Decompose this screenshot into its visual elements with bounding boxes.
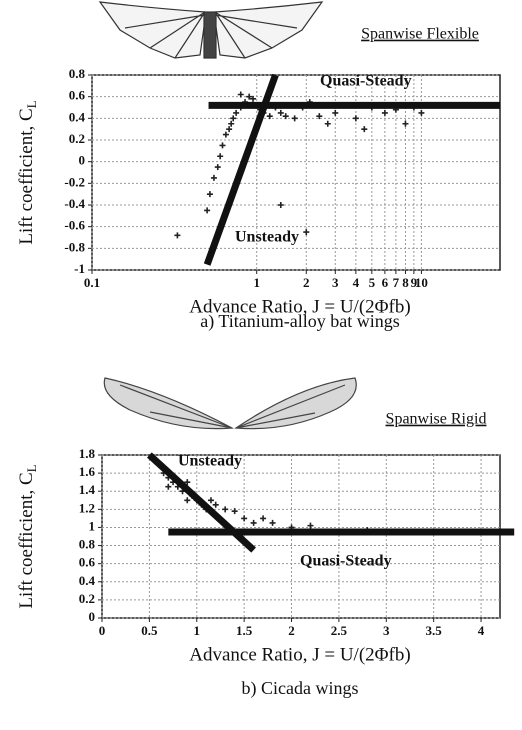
y-tick-label: 0.2 — [79, 591, 95, 606]
data-point — [251, 520, 257, 526]
x-tick-label: 0.5 — [141, 623, 158, 638]
data-point — [223, 132, 229, 138]
data-point — [207, 191, 213, 197]
x-tick-label: 7 — [393, 275, 400, 290]
data-point — [332, 110, 338, 116]
x-tick-label: 6 — [382, 275, 389, 290]
data-point — [211, 175, 217, 181]
data-point — [307, 523, 313, 529]
data-point — [283, 113, 289, 119]
bat-wing-drawing — [100, 2, 322, 58]
y-tick-label: 1 — [89, 518, 96, 533]
data-point — [241, 515, 247, 521]
data-point — [267, 113, 273, 119]
data-point — [215, 164, 221, 170]
x-tick-label: 2 — [288, 623, 295, 638]
y-axis-label: Lift coefficient, CL — [16, 100, 39, 244]
plot-area — [102, 455, 500, 618]
x-tick-label: 3 — [332, 275, 339, 290]
y-tick-label: 0.4 — [69, 109, 86, 124]
x-tick-label: 4 — [353, 275, 360, 290]
data-point — [303, 229, 309, 235]
x-tick-label: 2.5 — [331, 623, 348, 638]
x-tick-label: 4 — [478, 623, 485, 638]
y-tick-label: 0 — [79, 153, 86, 168]
line-annotation: Unsteady — [235, 229, 299, 246]
data-point — [165, 484, 171, 490]
page: {"chart_data": [ {"type": "scatter", "pa… — [0, 0, 522, 730]
y-tick-label: 1.4 — [79, 482, 96, 497]
data-point — [232, 508, 238, 514]
y-tick-label: 0.6 — [69, 88, 86, 103]
data-point — [220, 142, 226, 148]
data-point — [184, 497, 190, 503]
y-tick-label: -0.8 — [64, 239, 85, 254]
data-point — [278, 202, 284, 208]
caption: b) Cicada wings — [242, 678, 359, 699]
y-tick-label: 0.8 — [69, 66, 86, 81]
y-tick-label: 1.8 — [79, 446, 96, 461]
x-tick-label: 5 — [369, 275, 376, 290]
y-tick-label: -0.4 — [64, 196, 85, 211]
y-tick-label: 0 — [89, 609, 96, 624]
y-tick-label: -0.6 — [64, 218, 85, 233]
x-tick-label: 2 — [303, 275, 310, 290]
data-point — [230, 115, 236, 121]
data-point — [260, 515, 266, 521]
data-point — [213, 502, 219, 508]
x-tick-label: 10 — [415, 275, 428, 290]
y-axis-label: Lift coefficient, CL — [16, 464, 39, 608]
y-tick-label: -1 — [74, 261, 85, 276]
data-point — [208, 497, 214, 503]
data-point — [325, 121, 331, 127]
data-point — [204, 207, 210, 213]
y-tick-label: 0.8 — [79, 537, 96, 552]
data-point — [278, 110, 284, 116]
y-tick-label: 0.2 — [69, 131, 85, 146]
x-tick-label: 3.5 — [426, 623, 443, 638]
y-tick-label: -0.2 — [64, 174, 85, 189]
data-point — [228, 121, 234, 127]
x-tick-label: 1 — [253, 275, 260, 290]
y-tick-label: 1.2 — [79, 500, 95, 515]
y-axis-label-subscript: L — [24, 464, 39, 472]
caption: a) Titanium-alloy bat wings — [200, 311, 400, 332]
x-tick-label: 0 — [99, 623, 106, 638]
data-point — [353, 115, 359, 121]
data-point — [222, 506, 228, 512]
data-point — [270, 520, 276, 526]
data-point — [226, 126, 232, 132]
panel-label: Spanwise Flexible — [361, 26, 479, 43]
panel-label: Spanwise Rigid — [386, 411, 487, 428]
x-tick-label: 1.5 — [236, 623, 253, 638]
data-point — [382, 110, 388, 116]
x-tick-label: 8 — [402, 275, 409, 290]
x-tick-label: 0.1 — [84, 275, 100, 290]
line-annotation: Quasi-Steady — [300, 553, 392, 570]
y-tick-label: 1.6 — [79, 464, 96, 479]
data-point — [418, 110, 424, 116]
data-point — [217, 153, 223, 159]
y-axis-label-text: Lift coefficient, C — [16, 108, 37, 244]
figure: -1-0.8-0.6-0.4-0.200.20.40.60.80.1123456… — [0, 0, 522, 730]
data-point — [233, 110, 239, 116]
data-point — [292, 115, 298, 121]
y-tick-label: 0.4 — [79, 573, 96, 588]
x-tick-label: 1 — [194, 623, 201, 638]
y-tick-label: 0.6 — [79, 555, 96, 570]
line-annotation: Unsteady — [178, 453, 242, 470]
data-point — [402, 121, 408, 127]
data-point — [361, 126, 367, 132]
x-axis-label: Advance Ratio, J = U/(2Φfb) — [189, 644, 410, 665]
y-axis-label-subscript: L — [24, 100, 39, 108]
x-tick-label: 3 — [383, 623, 390, 638]
cicada-wing-drawing — [104, 378, 356, 429]
y-axis-label-text: Lift coefficient, C — [16, 472, 37, 608]
line-annotation: Quasi-Steady — [320, 73, 412, 90]
data-point — [174, 232, 180, 238]
data-point — [238, 92, 244, 98]
